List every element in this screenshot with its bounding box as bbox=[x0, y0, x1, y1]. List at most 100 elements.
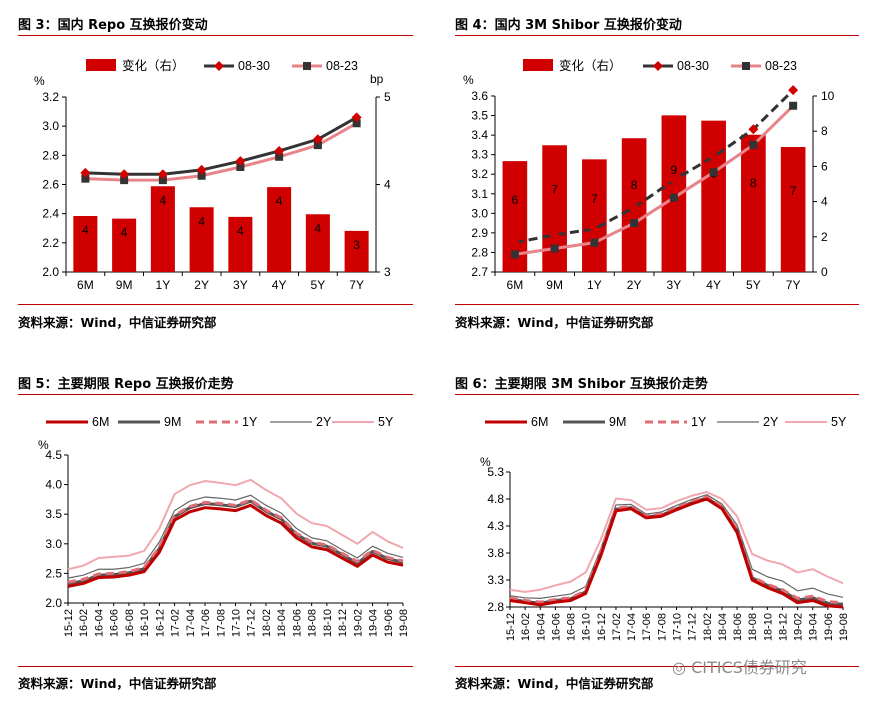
x-tick-label: 17-10 bbox=[231, 609, 243, 637]
x-tick-label: 18-10 bbox=[322, 609, 334, 637]
legend-label-0823: 08-23 bbox=[326, 59, 358, 73]
y-tick-label: 2.2 bbox=[42, 236, 59, 250]
x-tick-label: 1Y bbox=[156, 278, 171, 292]
y-tick-label: 3.5 bbox=[471, 109, 488, 123]
x-tick-label: 18-04 bbox=[276, 609, 288, 637]
y-tick-label: 4.0 bbox=[45, 478, 62, 492]
source-rule bbox=[18, 666, 413, 667]
chart-fig6: 2.8 3.3 3.8 4.3 4.8 5.3% 15-12 16-02 16-04 16-06 1… bbox=[480, 415, 850, 641]
bar-data-label: 6 bbox=[512, 193, 519, 207]
watermark-text: CITICS债券研究 bbox=[691, 658, 807, 677]
x-tick-label: 16-08 bbox=[124, 609, 136, 637]
x-tick-label: 18-08 bbox=[747, 613, 759, 641]
bar bbox=[267, 187, 292, 272]
source-note: 资料来源：Wind，中信证券研究部 bbox=[18, 315, 217, 330]
legend-label: 9M bbox=[609, 415, 626, 429]
series-point bbox=[789, 101, 798, 110]
x-tick-label: 9M bbox=[546, 278, 563, 292]
series-line bbox=[67, 498, 404, 584]
legend-bar-label: 变化（右） bbox=[122, 58, 185, 73]
y-tick-label: 2.8 bbox=[42, 148, 59, 162]
y-tick-label: 2.0 bbox=[42, 265, 59, 279]
x-tick-label: 9M bbox=[116, 278, 133, 292]
legend-label-0830: 08-30 bbox=[238, 59, 270, 73]
y-tick-label: 2.0 bbox=[45, 596, 62, 610]
legend-bar-swatch bbox=[523, 59, 553, 71]
legend-label: 1Y bbox=[242, 415, 258, 429]
series-point bbox=[590, 238, 599, 247]
bar-data-label: 4 bbox=[198, 214, 205, 228]
panel-title: 图 3：国内 Repo 互换报价变动 bbox=[18, 18, 208, 33]
panel-title: 图 4：国内 3M Shibor 互换报价变动 bbox=[455, 18, 682, 33]
series-point bbox=[708, 151, 719, 162]
y-tick-label: 2.5 bbox=[45, 566, 62, 580]
x-tick-label: 16-06 bbox=[109, 609, 121, 637]
panel-fig5: 图 5：主要期限 Repo 互换报价走势 2.0 2.5 3.0 3.5 4.0 4.5%… bbox=[18, 373, 413, 703]
series-point bbox=[197, 171, 206, 180]
x-tick-label: 16-10 bbox=[581, 613, 593, 641]
x-tick-label: 3Y bbox=[233, 278, 248, 292]
y2-tick-label: 2 bbox=[821, 230, 828, 244]
bar bbox=[112, 218, 137, 272]
x-tick-label: 16-04 bbox=[535, 613, 547, 641]
series-point bbox=[668, 175, 679, 186]
bar-data-label: 8 bbox=[631, 178, 638, 192]
y-tick-label: 2.7 bbox=[471, 265, 488, 279]
series-point bbox=[549, 229, 560, 240]
y-axis-label: % bbox=[34, 74, 45, 88]
y-tick-label: 3.5 bbox=[45, 507, 62, 521]
x-tick-label: 17-08 bbox=[656, 613, 668, 641]
series-line bbox=[67, 494, 404, 579]
y2-tick-label: 3 bbox=[384, 265, 391, 279]
title-rule bbox=[18, 394, 413, 395]
y-tick-label: 3.2 bbox=[42, 90, 59, 104]
x-tick-label: 2Y bbox=[627, 278, 642, 292]
x-tick-label: 4Y bbox=[706, 278, 721, 292]
chart-fig4: 2.7 2.8 2.9 3.0 3.1 3.2 3.3 3.4 3.5 3.6 0 2 4 6 8 10% 6 7… bbox=[463, 58, 835, 292]
y-tick-label: 3.0 bbox=[42, 119, 59, 133]
y-tick-label: 4.5 bbox=[45, 448, 62, 462]
series-point bbox=[119, 169, 130, 180]
x-tick-label: 19-02 bbox=[793, 613, 805, 641]
legend-marker-0830 bbox=[214, 61, 224, 71]
bar-data-label: 7 bbox=[790, 184, 797, 198]
x-tick-label: 1Y bbox=[587, 278, 602, 292]
series-point bbox=[509, 237, 520, 248]
x-tick-label: 18-10 bbox=[762, 613, 774, 641]
x-tick-label: 17-12 bbox=[687, 613, 699, 641]
series-line bbox=[509, 490, 844, 593]
bar-data-label: 4 bbox=[121, 226, 128, 240]
legend-label: 5Y bbox=[831, 415, 847, 429]
source-rule bbox=[455, 304, 859, 305]
x-tick-label: 6M bbox=[77, 278, 94, 292]
y-tick-label: 3.4 bbox=[471, 128, 488, 142]
x-tick-label: 17-06 bbox=[641, 613, 653, 641]
y-tick-label: 3.0 bbox=[471, 206, 488, 220]
x-tick-label: 17-10 bbox=[672, 613, 684, 641]
bar bbox=[741, 134, 766, 272]
bar-data-label: 7 bbox=[551, 183, 558, 197]
title-rule bbox=[455, 394, 859, 395]
x-tick-label: 17-02 bbox=[170, 609, 182, 637]
x-tick-label: 17-04 bbox=[185, 609, 197, 637]
legend-label: 2Y bbox=[763, 415, 779, 429]
source-note: 资料来源：Wind，中信证券研究部 bbox=[455, 315, 654, 330]
wechat-icon: ◎ bbox=[672, 658, 686, 677]
series-line bbox=[67, 499, 404, 585]
bar bbox=[780, 147, 806, 272]
series-point bbox=[749, 140, 758, 149]
y-tick-label: 3.1 bbox=[471, 187, 488, 201]
title-rule bbox=[455, 35, 859, 36]
series-point bbox=[352, 119, 361, 128]
panel-fig3: 图 3：国内 Repo 互换报价变动 2.0 2.2 2.4 2.6 2.8 3.0 3.2… bbox=[18, 14, 413, 344]
x-tick-label: 19-08 bbox=[838, 613, 850, 641]
bar-data-label: 8 bbox=[750, 176, 757, 190]
x-tick-label: 17-04 bbox=[626, 613, 638, 641]
x-tick-label: 19-08 bbox=[398, 609, 410, 637]
legend-label: 6M bbox=[92, 415, 109, 429]
y-tick-label: 4.8 bbox=[487, 492, 504, 506]
x-tick-label: 19-02 bbox=[352, 609, 364, 637]
y-tick-label: 2.4 bbox=[42, 207, 59, 221]
x-tick-label: 7Y bbox=[786, 278, 801, 292]
x-tick-label: 18-06 bbox=[291, 609, 303, 637]
